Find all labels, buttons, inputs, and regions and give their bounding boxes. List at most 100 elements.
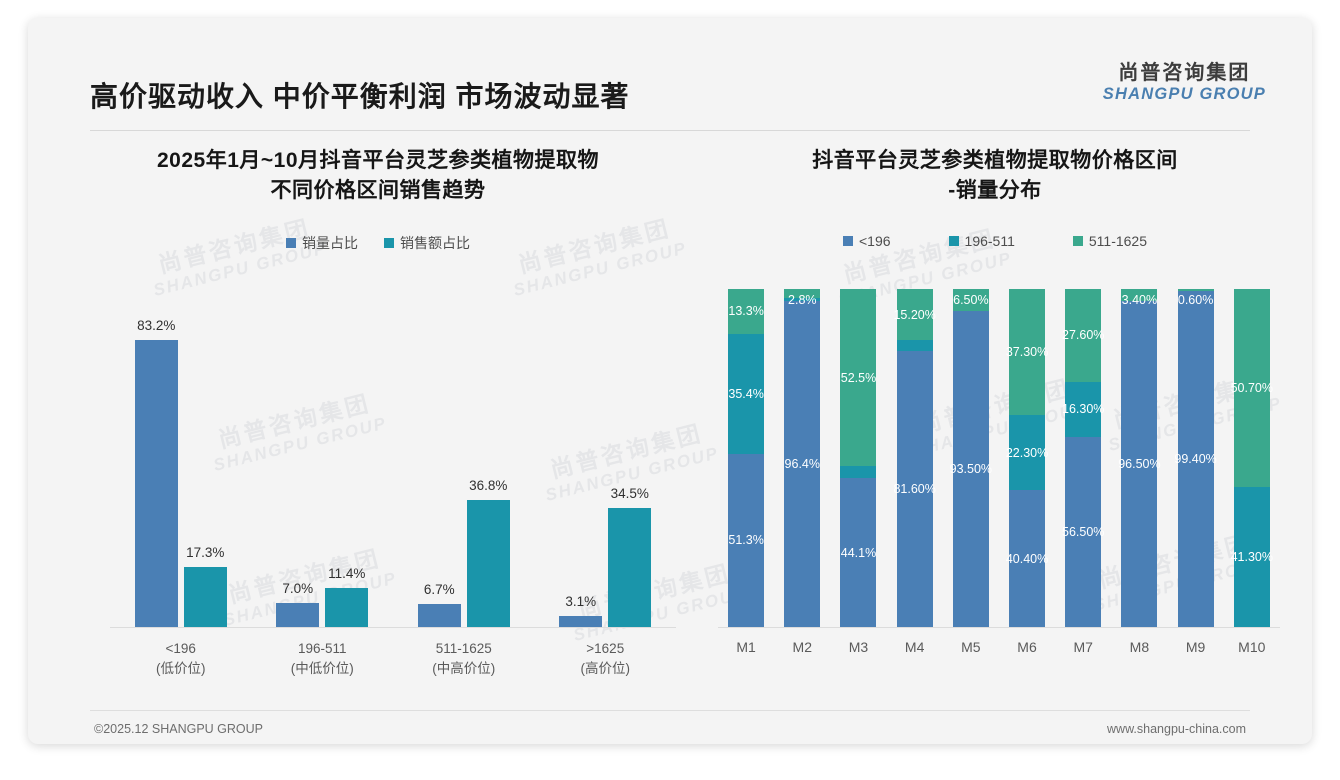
stack-segment[interactable]: 96.4%	[784, 301, 821, 627]
bar[interactable]: 7.0%	[276, 581, 320, 627]
stack-segment[interactable]: 50.70%	[1231, 289, 1273, 488]
stack-segment[interactable]: 37.30%	[1005, 289, 1049, 416]
stack-segment[interactable]: 22.30%	[1006, 415, 1048, 491]
logo-chinese-text: 尚普咨询集团	[1118, 62, 1251, 84]
category-sublabel: (中高价位)	[432, 661, 496, 677]
left-chart-legend: 销量占比 销售额占比	[68, 233, 688, 253]
left-chart-title-line1: 2025年1月~10月抖音平台灵芝参类植物提取物	[156, 149, 600, 172]
stack-segment[interactable]: 56.50%	[1062, 436, 1104, 627]
stack-segment-label: 35.4%	[728, 386, 764, 401]
stack-segment[interactable]: 96.50%	[1118, 300, 1161, 627]
bar[interactable]: 34.5%	[608, 486, 652, 627]
stack-segment[interactable]: 27.60%	[1062, 289, 1105, 382]
left-chart-title-line2: 不同价格区间销售趋势	[270, 179, 486, 203]
page-title: 高价驱动收入 中价平衡利润 市场波动显著	[90, 81, 630, 112]
x-axis-month-label: M9	[1185, 639, 1206, 655]
stacked-bar: 27.60% 16.30% 56.50% M7	[1057, 289, 1109, 655]
bar-slot: 3.1%	[559, 317, 603, 627]
stack-segment[interactable]: 51.3%	[728, 453, 765, 627]
legend-label: <196	[858, 232, 891, 249]
x-axis-month-label: M4	[904, 639, 925, 655]
left-chart-plot: 83.2% 17.3% <196 (低价位) 7.0% 11.4% 196-511 (中低价位…	[68, 302, 688, 676]
bar-slot: 34.5%	[608, 317, 652, 627]
right-chart-bars: 13.3%35.4%51.3%M12.8%0.8%96.4%2.8%M252.5…	[718, 289, 1280, 655]
stack-segment[interactable]: 0.60%	[1177, 289, 1214, 292]
left-chart-title: 2025年1月~10月抖音平台灵芝参类植物提取物 不同价格区间销售趋势	[74, 146, 682, 207]
bar[interactable]: 11.4%	[325, 566, 369, 627]
stacked-bar: 13.3% 35.4% 51.3% M1	[720, 289, 772, 655]
legend-swatch-icon	[384, 237, 394, 248]
stack-segment-label: 37.30%	[1005, 345, 1049, 360]
bar-value-label: 36.8%	[469, 478, 508, 494]
stack-segment-label: 93.50%	[949, 461, 993, 476]
bar[interactable]: 36.8%	[466, 478, 510, 627]
stack-segment[interactable]: 16.30%	[1062, 381, 1105, 437]
stack-segment-label: 6.50%	[953, 293, 989, 307]
category-sublabel: (低价位)	[156, 661, 206, 677]
category-sublabel: (中低价位)	[290, 661, 354, 677]
stack-segment[interactable]: 3.40%	[1121, 289, 1158, 301]
stacked-bar: 15.20% 3.30% 81.60% M4	[889, 289, 941, 655]
stacked-bar: 3.40%96.50%3.40%M8	[1113, 289, 1165, 655]
stack-segment[interactable]: 2.8%	[784, 289, 821, 299]
stack-segment-label: 40.40%	[1005, 551, 1049, 566]
stacked-bar: 2.8%0.8%96.4%2.8%M2	[776, 289, 828, 655]
bar[interactable]: 83.2%	[134, 318, 178, 627]
stack-segment[interactable]: 35.4%	[728, 333, 765, 454]
x-axis-month-label: M7	[1073, 639, 1093, 655]
stack-segment-label: 27.60%	[1062, 328, 1105, 343]
legend-swatch-icon	[1072, 235, 1083, 246]
stack-segment[interactable]: 3.30%	[896, 340, 933, 352]
left-chart-bars: 83.2% 17.3% <196 (低价位) 7.0% 11.4% 196-511 (中低价位…	[110, 317, 676, 676]
right-chart-legend: <196 196-511 511-1625	[700, 233, 1290, 249]
legend-item[interactable]: 销售额占比	[384, 233, 470, 253]
bar-group: 6.7% 36.8% 511-1625 (中高价位)	[400, 317, 528, 676]
stack-segment[interactable]: 0.8%	[784, 298, 821, 302]
legend-label: 511-1625	[1088, 232, 1148, 249]
bar[interactable]: 6.7%	[417, 582, 461, 627]
category-range: >1625	[586, 641, 625, 656]
stack-segment[interactable]: 3.5%	[840, 466, 877, 479]
category-range: 511-1625	[435, 641, 492, 656]
legend-label: 196-511	[964, 232, 1015, 249]
stack-segment-label: 96.50%	[1118, 456, 1161, 471]
stacked-bar: 37.30% 22.30% 40.40% M6	[1001, 289, 1053, 655]
bar-value-label: 6.7%	[423, 581, 455, 597]
slide-canvas: 尚普咨询集团 SHANGPU GROUP 尚普咨询集团 SHANGPU GROU…	[28, 18, 1312, 744]
legend-swatch-icon	[842, 235, 853, 246]
x-axis-month-label: M10	[1238, 639, 1266, 655]
legend-item[interactable]: 销量占比	[286, 233, 358, 253]
bar-value-label: 34.5%	[610, 486, 649, 502]
bar[interactable]: 3.1%	[559, 594, 603, 627]
stack-segment[interactable]: 6.50%	[952, 289, 989, 311]
header-divider	[90, 130, 1250, 131]
category-range: <196	[165, 641, 196, 656]
stack-segment[interactable]: 15.20%	[893, 289, 936, 341]
stack-segment[interactable]: 93.50%	[949, 310, 993, 627]
x-axis-month-label: M8	[1129, 639, 1150, 655]
legend-item[interactable]: 196-511	[948, 232, 1015, 249]
legend-item[interactable]: <196	[842, 232, 891, 249]
stack-segment[interactable]: 99.40%	[1174, 291, 1217, 627]
stack-segment[interactable]: 40.40%	[1005, 490, 1049, 627]
category-range: 196-511	[297, 641, 347, 656]
stack-segment[interactable]: 44.1%	[840, 478, 877, 627]
bar-group: 3.1% 34.5% >1625 (高价位)	[541, 317, 669, 676]
stack-segment[interactable]: 81.60%	[893, 351, 936, 627]
brand-logo: 尚普咨询集团 SHANGPU GROUP	[1103, 62, 1266, 104]
legend-item[interactable]: 511-1625	[1072, 232, 1148, 249]
stack-segment[interactable]: 13.3%	[728, 289, 765, 334]
stack-segment-label: 16.30%	[1062, 402, 1105, 417]
footer-website: www.shangpu-china.com	[1107, 722, 1246, 736]
bar-group: 7.0% 11.4% 196-511 (中低价位)	[258, 317, 386, 676]
right-chart-title-line2: -销量分布	[948, 179, 1042, 203]
x-axis-category-label: 196-511 (中低价位)	[291, 639, 354, 680]
stack-segment[interactable]: 41.30%	[1231, 487, 1273, 627]
x-axis-line	[110, 627, 676, 628]
right-chart-panel: 抖音平台灵芝参类植物提取物价格区间 -销量分布 <196 196-511 511-1…	[700, 146, 1290, 706]
stack-segment-label: 52.5%	[840, 370, 877, 385]
bar-slot: 6.7%	[417, 317, 461, 627]
stack-segment[interactable]: 52.5%	[840, 289, 877, 467]
x-axis-month-label: M5	[961, 639, 981, 655]
bar[interactable]: 17.3%	[183, 545, 227, 627]
